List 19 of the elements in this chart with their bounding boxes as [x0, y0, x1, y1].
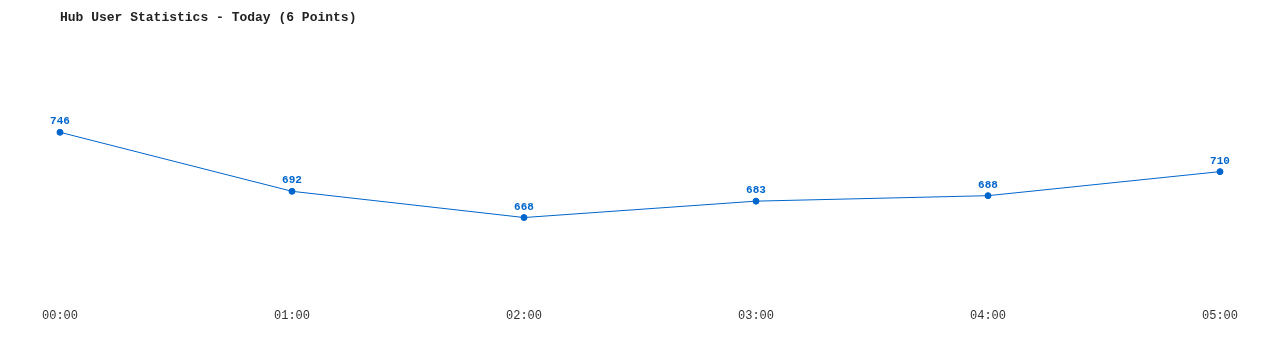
x-tick-label: 01:00 [273, 308, 311, 323]
point [520, 214, 528, 222]
x-tick-label: 03:00 [737, 308, 775, 323]
data-label: 688 [978, 178, 999, 191]
point [752, 197, 760, 205]
x-tick-label: 02:00 [505, 308, 543, 323]
data-label: 692 [282, 174, 302, 187]
data-label: 710 [1210, 154, 1230, 167]
data-label: 683 [746, 184, 767, 197]
point [288, 187, 296, 195]
x-tick-label: 00:00 [41, 308, 79, 323]
point [984, 192, 992, 200]
chart-title: Hub User Statistics - Today (6 Points) [60, 10, 357, 25]
point [1216, 168, 1224, 176]
x-tick-label: 05:00 [1201, 308, 1239, 323]
x-tick-label: 04:00 [969, 308, 1007, 323]
point [56, 128, 64, 136]
data-label: 746 [50, 115, 70, 128]
data-label: 668 [514, 200, 535, 213]
